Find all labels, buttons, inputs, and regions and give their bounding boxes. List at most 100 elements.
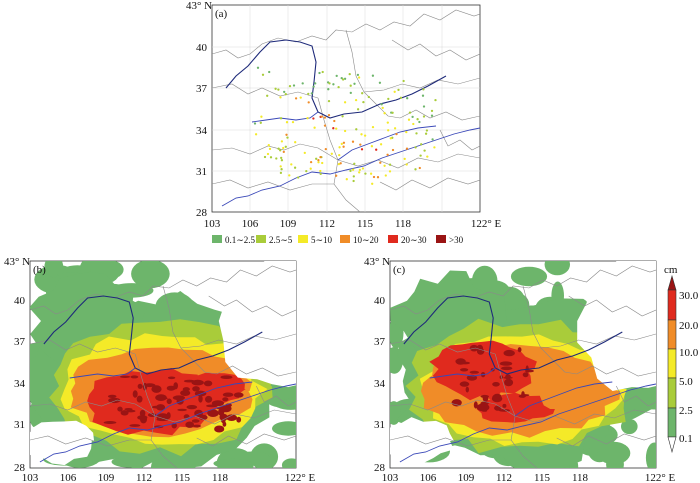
station-dot xyxy=(319,155,322,159)
panel-label: (a) xyxy=(215,8,228,20)
station-dot xyxy=(280,140,284,143)
station-dot xyxy=(337,85,340,89)
province-boundary xyxy=(390,435,512,447)
snow-free-area xyxy=(30,420,95,466)
station-dot xyxy=(285,133,288,136)
station-dot xyxy=(288,84,292,88)
province-boundary xyxy=(256,385,296,407)
snow-area xyxy=(186,405,198,410)
station-dot xyxy=(319,169,322,173)
station-dot xyxy=(338,146,341,149)
snow-area xyxy=(226,414,238,422)
lat-tick-label: 37 xyxy=(196,83,208,95)
colorbar-bottom-arrow xyxy=(667,436,677,454)
lon-tick-label: 115 xyxy=(534,472,551,483)
snow-free-area xyxy=(577,261,656,391)
colorbar-tick-label: 10.0 xyxy=(679,347,699,359)
station-dot xyxy=(349,84,352,87)
province-boundary xyxy=(540,333,656,349)
snow-area xyxy=(218,408,225,416)
station-dot xyxy=(299,96,302,99)
station-dot xyxy=(425,129,429,132)
legend-swatch xyxy=(298,235,308,243)
colorbar-tick-label: 5.0 xyxy=(679,376,693,388)
station-dot xyxy=(341,115,344,118)
station-dot xyxy=(422,105,426,108)
snow-area xyxy=(180,390,191,396)
station-dot xyxy=(356,73,360,77)
station-dot xyxy=(423,149,426,152)
snow-area xyxy=(173,382,178,390)
snow-area xyxy=(211,400,224,407)
station-dot xyxy=(327,88,330,91)
station-dot xyxy=(290,163,293,166)
snow-area xyxy=(124,408,133,411)
station-dot xyxy=(280,159,284,162)
colorbar: cm 30.0 20.0 10.0 5.0 2.5 0.1 xyxy=(664,264,699,454)
lon-tick-label: 109 xyxy=(98,472,115,483)
station-dot xyxy=(332,127,335,130)
lat-tick-label: 31 xyxy=(374,419,385,431)
station-dot xyxy=(260,115,263,118)
snow-area xyxy=(120,410,129,416)
snow-area xyxy=(177,408,187,412)
snow-area xyxy=(476,403,490,412)
station-dot xyxy=(393,90,396,93)
map-panel-c: 43° N 40 37 34 31 28 103 106 109 112 115… xyxy=(364,256,675,483)
rivers xyxy=(221,39,480,207)
lat-tick-label: 34 xyxy=(14,378,26,390)
lon-tick-label: 118 xyxy=(572,472,589,483)
snow-area xyxy=(492,382,500,387)
snow-area xyxy=(192,424,201,428)
station-dot xyxy=(402,79,405,83)
station-dot xyxy=(356,108,360,111)
station-dot xyxy=(391,148,395,152)
station-dot xyxy=(407,118,411,121)
colorbar-segment xyxy=(667,319,677,350)
station-dot xyxy=(285,121,289,124)
station-dot xyxy=(376,176,380,179)
station-dot xyxy=(387,97,390,101)
lat-tick-labels: 43° N 40 37 34 31 28 xyxy=(4,256,30,474)
station-dot xyxy=(256,66,260,69)
snow-area xyxy=(221,417,226,424)
station-dot xyxy=(397,88,400,92)
station-dot xyxy=(309,160,313,164)
snow-area xyxy=(236,416,242,423)
snow-area xyxy=(465,386,469,393)
lat-tick-label: 37 xyxy=(374,336,386,348)
station-dot xyxy=(261,73,265,76)
station-dot xyxy=(418,120,421,124)
legend-swatch xyxy=(388,235,398,243)
river xyxy=(69,367,136,379)
snow-area xyxy=(499,361,513,366)
station-dot xyxy=(282,146,285,150)
river xyxy=(403,295,623,375)
lat-tick-labels: 43° N 40 37 34 31 28 xyxy=(364,256,390,474)
colorbar-segment xyxy=(667,348,677,379)
station-dot xyxy=(309,167,312,170)
snow-area xyxy=(191,419,200,423)
station-dot xyxy=(337,162,341,166)
lat-tick-label: 28 xyxy=(196,207,208,219)
station-dot xyxy=(266,94,269,97)
station-dot xyxy=(426,155,429,158)
legend-label: 20∼30 xyxy=(401,235,427,245)
station-dot xyxy=(294,141,297,144)
station-dot xyxy=(349,91,352,95)
station-dot xyxy=(430,114,434,117)
station-dot xyxy=(279,165,282,168)
colorbar-segment xyxy=(667,377,677,409)
station-dot xyxy=(274,87,277,90)
station-dot xyxy=(378,81,382,84)
station-dot xyxy=(307,101,310,104)
station-dot xyxy=(277,147,280,150)
snow-area xyxy=(214,425,225,433)
map-frame xyxy=(211,4,481,213)
station-dot xyxy=(403,157,406,161)
station-dot xyxy=(268,70,271,74)
river xyxy=(39,383,296,463)
snow-area xyxy=(130,375,139,379)
snow-area xyxy=(517,347,522,353)
lat-tick-label: 28 xyxy=(14,462,26,474)
